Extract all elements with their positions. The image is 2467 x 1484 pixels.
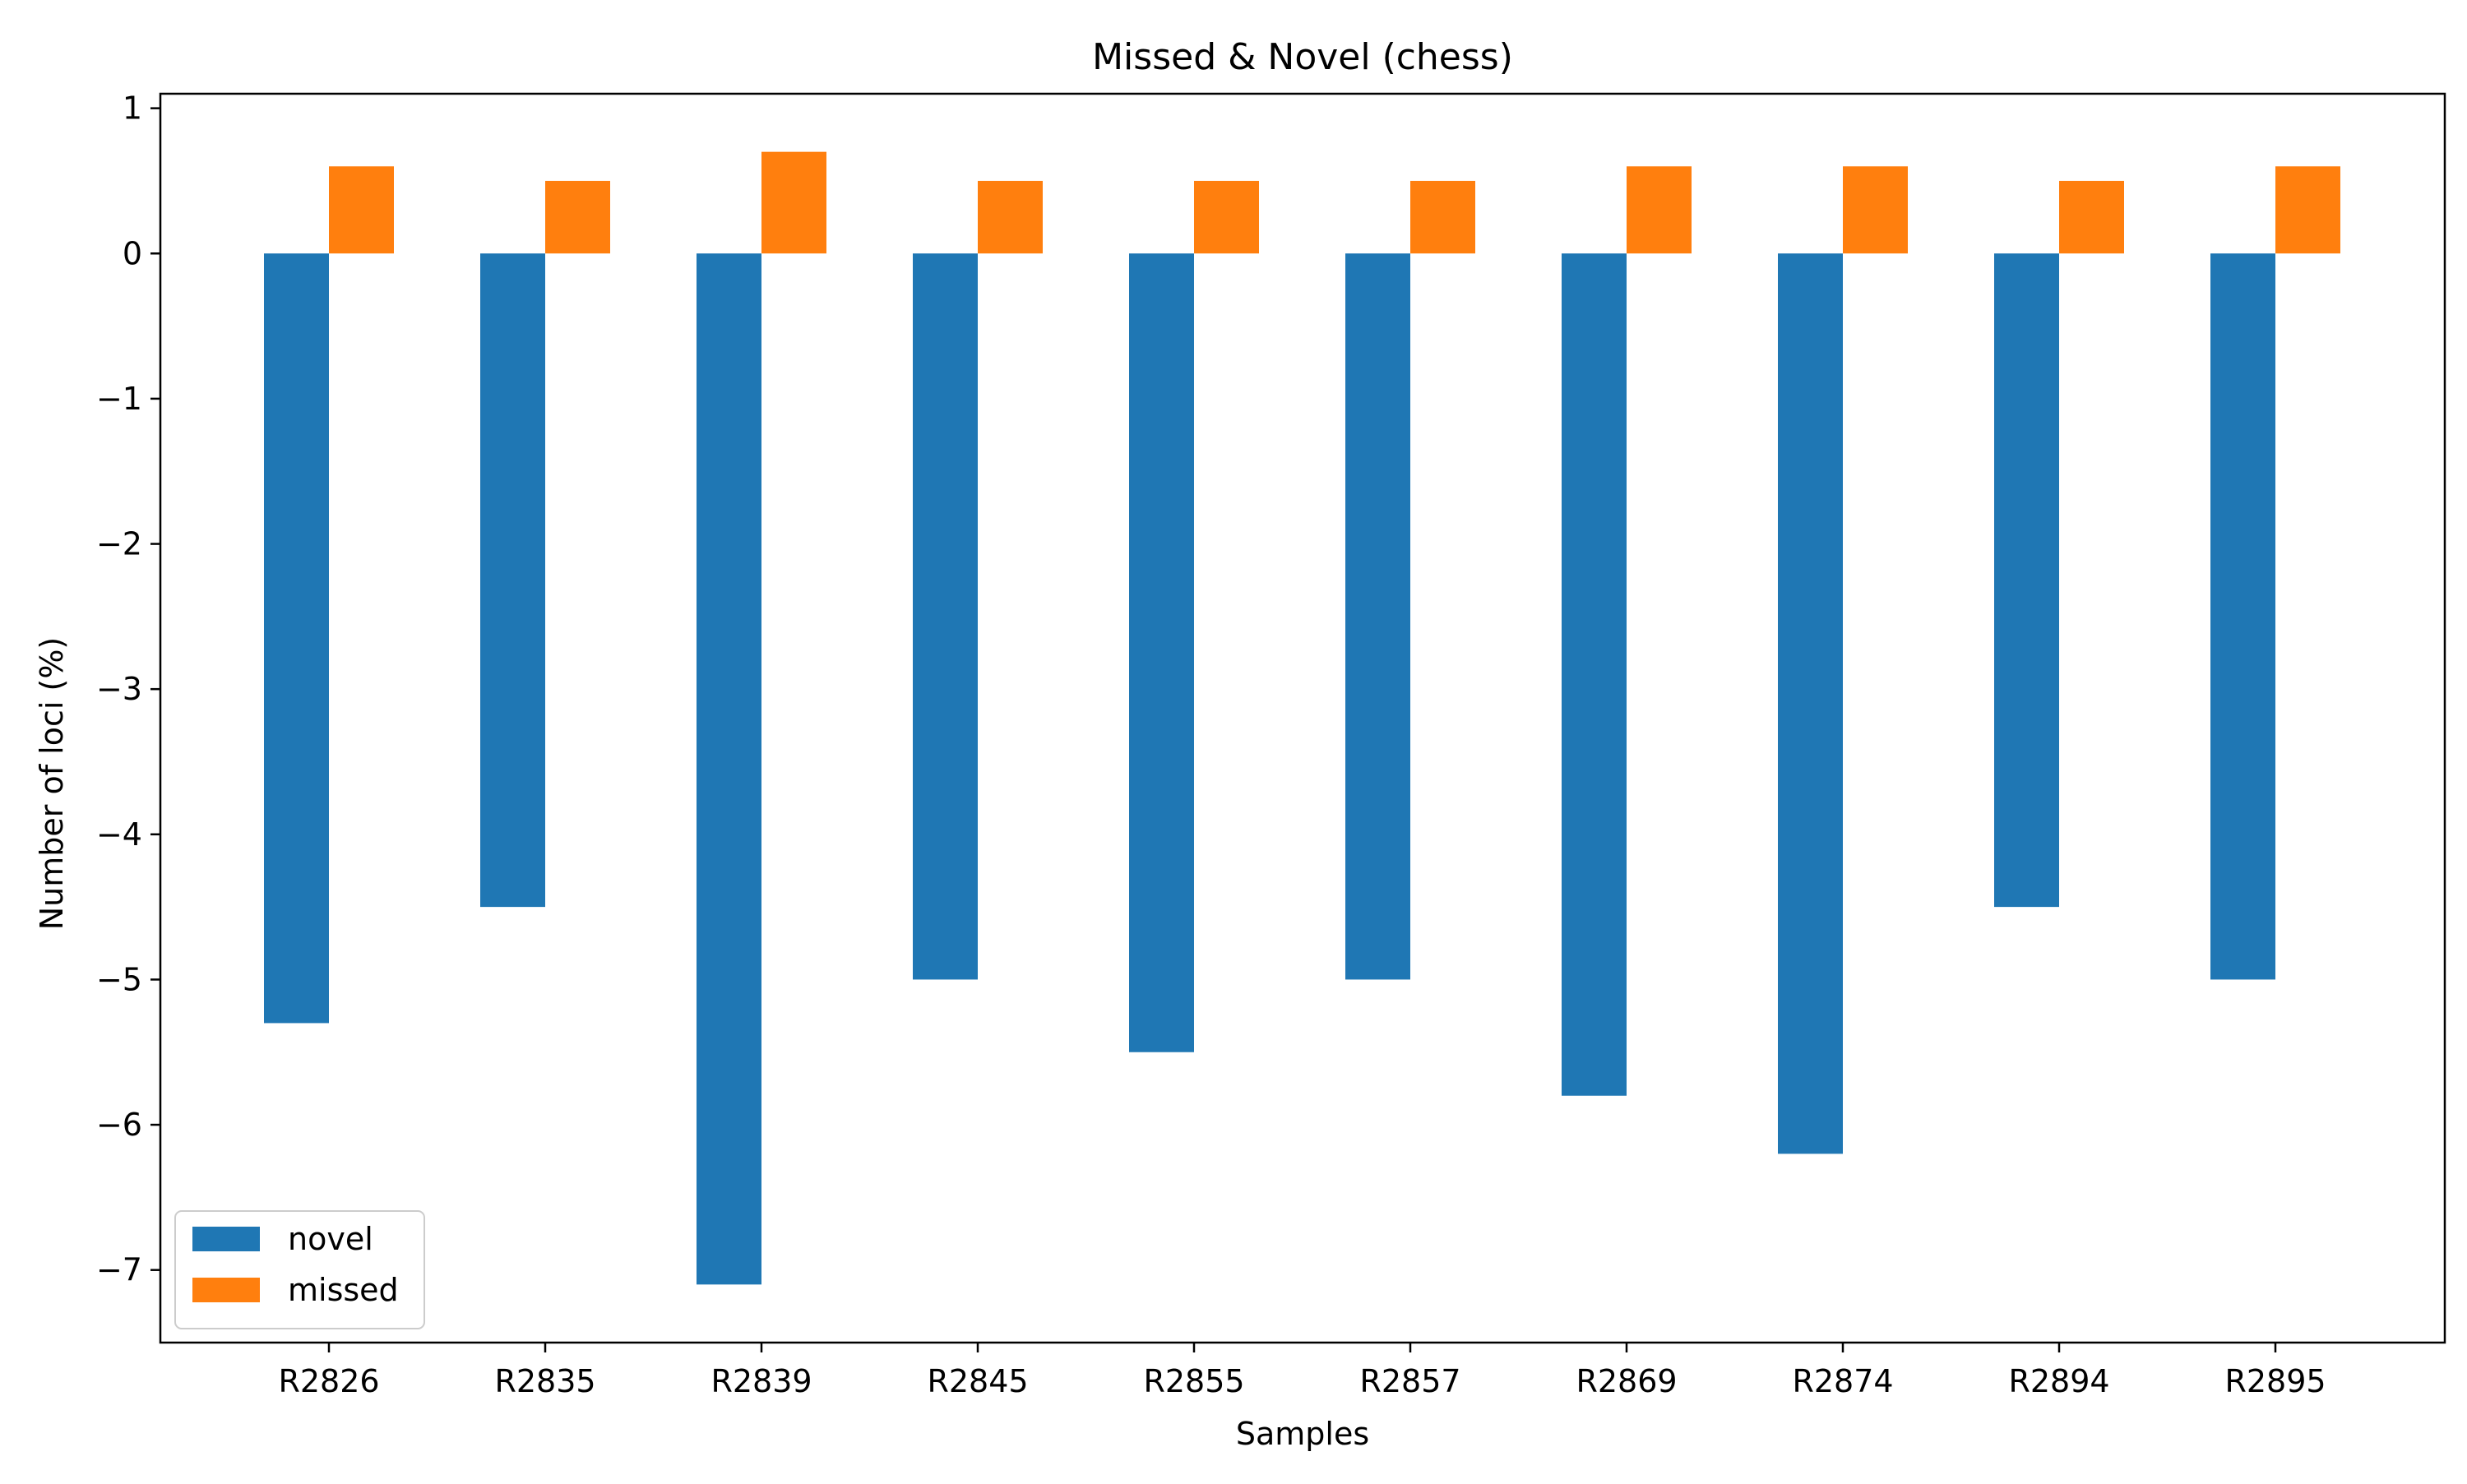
bars-layer [264, 151, 2340, 1285]
bar-missed-r2857 [1410, 180, 1475, 254]
plot-frame [159, 92, 2446, 1344]
bar-novel-r2855 [1129, 253, 1194, 1052]
bar-novel-r2839 [697, 253, 761, 1285]
bar-missed-r2894 [2059, 180, 2124, 254]
y-tick-label: 1 [123, 90, 142, 127]
bar-novel-r2857 [1345, 253, 1410, 980]
legend-swatch-novel [192, 1227, 260, 1251]
y-tick-label: −2 [96, 526, 142, 562]
y-tick-label: −3 [96, 671, 142, 707]
bar-missed-r2839 [761, 151, 826, 254]
bar-missed-r2855 [1194, 180, 1259, 254]
x-tick-label-r2857: R2857 [1359, 1363, 1460, 1399]
y-axis-label: Number of loci (%) [34, 637, 70, 931]
legend-label-missed: missed [288, 1272, 399, 1308]
x-tick-label-r2895: R2895 [2224, 1363, 2326, 1399]
legend-label-novel: novel [288, 1221, 373, 1257]
bar-missed-r2874 [1843, 166, 1908, 254]
bar-novel-r2826 [264, 253, 329, 1024]
axes-layer: 1 0 −1 −2 −3 −4 −5 −6 −7 R2826 R2835 R2839 R2845 R285… [96, 90, 2446, 1399]
x-tick-label-r2845: R2845 [927, 1363, 1028, 1399]
y-tick-label: 0 [123, 235, 142, 271]
y-tick-label: −6 [96, 1107, 142, 1143]
bar-missed-r2845 [978, 180, 1043, 254]
bar-novel-r2895 [2210, 253, 2275, 980]
bar-novel-r2869 [1562, 253, 1627, 1096]
legend-swatch-missed [192, 1278, 260, 1302]
x-tick-label-r2894: R2894 [2008, 1363, 2109, 1399]
x-tick-label-r2826: R2826 [278, 1363, 379, 1399]
bar-novel-r2894 [1994, 253, 2059, 908]
bar-novel-r2874 [1778, 253, 1843, 1154]
x-tick-label-r2874: R2874 [1792, 1363, 1893, 1399]
x-tick-label-r2855: R2855 [1143, 1363, 1244, 1399]
x-tick-label-r2839: R2839 [710, 1363, 812, 1399]
x-tick-label-r2835: R2835 [494, 1363, 595, 1399]
bar-missed-r2835 [545, 180, 610, 254]
x-tick-label-r2869: R2869 [1576, 1363, 1677, 1399]
legend: novel missed [174, 1210, 425, 1329]
bar-missed-r2826 [329, 166, 394, 254]
bar-novel-r2845 [913, 253, 978, 980]
y-tick-label: −1 [96, 381, 142, 417]
bar-missed-r2869 [1627, 166, 1692, 254]
y-tick-label: −4 [96, 816, 142, 853]
bar-novel-r2835 [480, 253, 545, 908]
y-tick-label: −5 [96, 961, 142, 997]
chart-title: Missed & Novel (chess) [1092, 36, 1513, 78]
bar-missed-r2895 [2275, 166, 2340, 254]
x-axis-label: Samples [1236, 1416, 1369, 1452]
y-tick-label: −7 [96, 1252, 142, 1288]
